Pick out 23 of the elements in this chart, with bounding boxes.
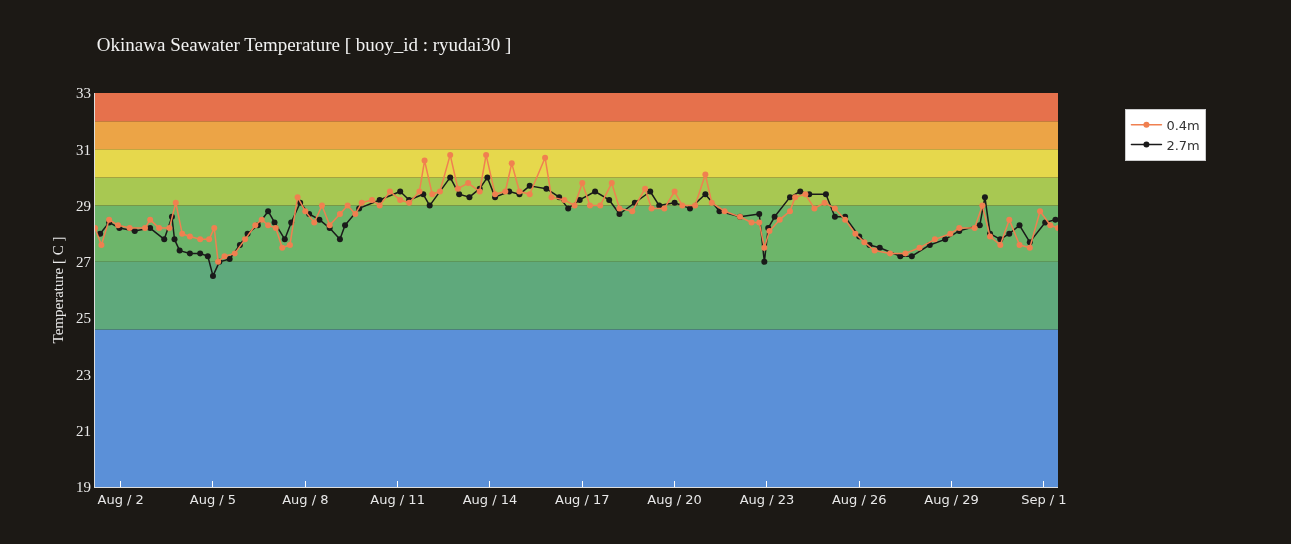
- chart-title: Okinawa Seawater Temperature [ buoy_id : ryudai30 ]: [96, 34, 512, 56]
- y-tick-label: 25: [76, 310, 91, 327]
- x-tick-label: Sep / 1: [1021, 491, 1067, 507]
- legend-label: 0.4m: [1166, 117, 1200, 133]
- x-tick-label: Aug / 29: [924, 491, 979, 507]
- x-tick-label: Aug / 26: [831, 491, 887, 507]
- y-tick-label: 23: [76, 366, 91, 383]
- x-tick-label: Aug / 14: [462, 491, 518, 507]
- x-tick-label: Aug / 11: [370, 491, 425, 507]
- legend-label: 2.7m: [1166, 137, 1200, 153]
- x-tick-label: Aug / 5: [189, 491, 237, 507]
- x-tick-label: Aug / 20: [647, 491, 702, 507]
- y-tick-label: 21: [76, 422, 91, 439]
- x-tick-label: Aug / 23: [739, 491, 795, 507]
- y-tick-label: 19: [76, 479, 91, 496]
- y-tick-label: 33: [76, 85, 91, 102]
- y-tick-label: 29: [76, 197, 91, 214]
- x-tick-label: Aug / 17: [554, 491, 610, 507]
- y-tick-label: 31: [76, 141, 91, 158]
- x-tick-label: Aug / 8: [282, 491, 329, 507]
- x-tick-label: Aug / 2: [97, 491, 144, 507]
- y-tick-label: 27: [76, 254, 92, 271]
- y-axis-title: Temperature [ C ]: [50, 236, 67, 344]
